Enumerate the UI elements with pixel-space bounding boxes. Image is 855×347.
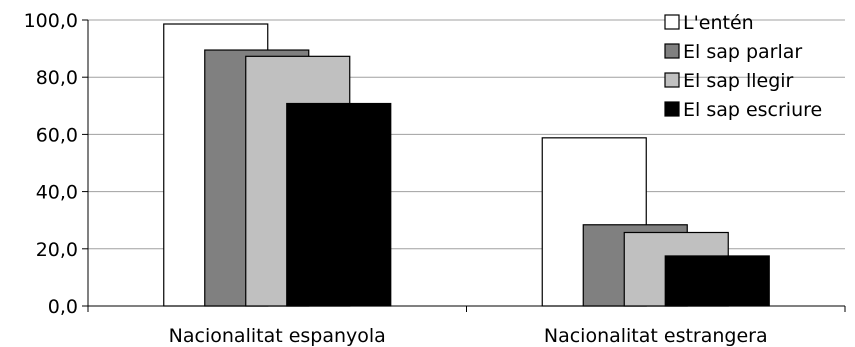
x-category-label: Nacionalitat estrangera: [544, 325, 768, 347]
y-tick-label: 60,0: [36, 124, 78, 146]
legend-swatch: [664, 72, 680, 88]
y-tick-label: 100,0: [24, 10, 78, 32]
bars: [163, 23, 770, 307]
y-tick-label: 80,0: [36, 67, 78, 89]
x-category-label: Nacionalitat espanyola: [169, 325, 386, 347]
legend: L'entén El sap parlar El sap llegir El sap …: [664, 12, 822, 121]
legend-swatch: [664, 14, 680, 30]
y-tick-label: 0,0: [48, 296, 78, 318]
legend-swatch: [664, 43, 680, 59]
y-tick-label: 40,0: [36, 182, 78, 204]
bar: [286, 102, 392, 307]
legend-label: L'entén: [683, 12, 754, 34]
legend-label: El sap escriure: [683, 99, 822, 121]
y-tick-label: 20,0: [36, 239, 78, 261]
axes: [87, 20, 846, 312]
legend-label: El sap parlar: [683, 41, 802, 63]
y-axis-ticks: 0,0 20,0 40,0 60,0 80,0 100,0: [24, 10, 88, 318]
legend-swatch: [664, 101, 680, 117]
x-axis-labels: Nacionalitat espanyola Nacionalitat estra…: [169, 325, 768, 347]
bar: [664, 255, 770, 307]
legend-label: El sap llegir: [683, 70, 794, 92]
